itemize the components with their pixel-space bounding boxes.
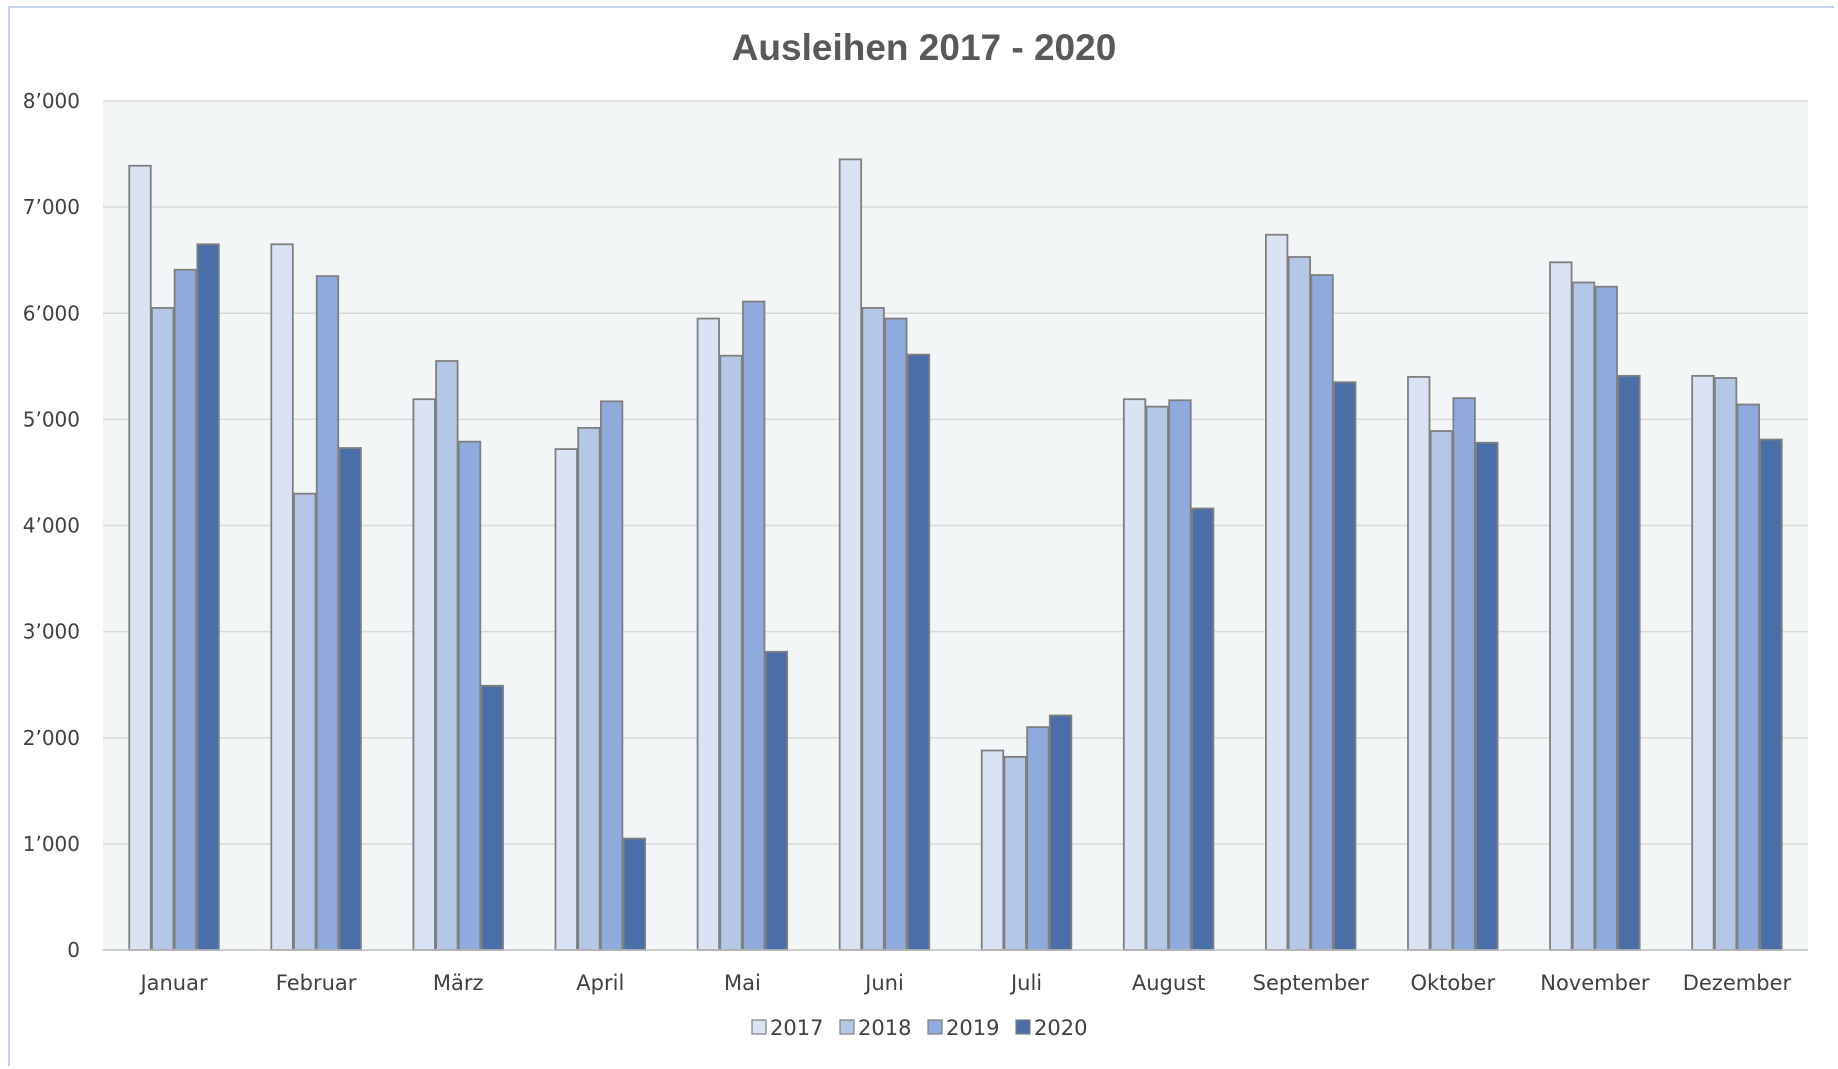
- bar-2020-september: [1333, 381, 1357, 951]
- x-tick-label: März: [433, 971, 484, 995]
- legend-swatch: [927, 1019, 943, 1035]
- x-tick-label: Juni: [863, 971, 904, 995]
- bar-2017-juli: [980, 749, 1005, 951]
- y-tick-label: 8’000: [23, 89, 80, 113]
- bar-2019-mai: [742, 300, 766, 951]
- bar-2020-juli: [1048, 714, 1073, 951]
- y-tick-label: 0: [67, 938, 80, 962]
- bar-2019-oktober: [1452, 397, 1476, 951]
- bar-2017-juni: [838, 158, 863, 951]
- bar-2018-märz: [435, 360, 459, 951]
- y-tick-label: 5’000: [23, 407, 80, 431]
- bar-2017-august: [1122, 398, 1147, 951]
- bar-2017-april: [554, 448, 578, 951]
- bar-2018-juli: [1003, 755, 1027, 951]
- bar-2020-dezember: [1759, 438, 1783, 951]
- bar-2020-august: [1191, 507, 1215, 951]
- legend-item-2017: 2017: [751, 1016, 823, 1040]
- bar-2019-märz: [457, 440, 482, 951]
- y-tick-label: 4’000: [23, 514, 80, 538]
- y-tick-label: 2’000: [23, 726, 80, 750]
- bar-2019-januar: [173, 268, 198, 951]
- x-tick-label: August: [1132, 971, 1206, 995]
- bar-2020-oktober: [1475, 441, 1499, 951]
- x-tick-label: November: [1540, 971, 1650, 995]
- bar-2019-juli: [1026, 726, 1050, 951]
- gridlines: [103, 100, 1808, 845]
- y-axis-ticks: 0 1’000 2’000 3’000 4’000 5’000 6’000 7’000 8’00…: [23, 89, 80, 962]
- legend-label: 2020: [1034, 1016, 1087, 1040]
- bar-2017-november: [1549, 261, 1573, 951]
- bar-2020-januar: [196, 243, 220, 951]
- bar-2020-juni: [906, 353, 931, 951]
- bars: [128, 158, 1783, 951]
- legend-label: 2018: [858, 1016, 911, 1040]
- y-tick-label: 1’000: [23, 832, 80, 856]
- bar-2017-januar: [128, 164, 152, 951]
- bar-2019-november: [1594, 285, 1618, 951]
- bar-2018-dezember: [1713, 377, 1738, 951]
- bar-2017-dezember: [1691, 374, 1715, 951]
- bar-2017-februar: [270, 243, 294, 951]
- x-tick-label: Mai: [724, 971, 761, 995]
- bar-2018-april: [577, 426, 601, 951]
- bar-2019-april: [599, 400, 624, 951]
- bar-2019-februar: [315, 275, 340, 951]
- legend-item-2019: 2019: [927, 1016, 999, 1040]
- legend-label: 2017: [770, 1016, 823, 1040]
- x-axis-ticks: Januar Februar März April Mai Juni Juli August S…: [138, 971, 1791, 995]
- x-tick-label: Januar: [138, 971, 208, 995]
- bar-2018-mai: [719, 354, 743, 951]
- bar-2018-januar: [151, 307, 175, 951]
- bar-2018-oktober: [1429, 430, 1454, 951]
- bar-2017-september: [1265, 233, 1289, 951]
- bar-2017-oktober: [1407, 376, 1431, 951]
- bar-2020-mai: [764, 650, 789, 951]
- bar-2018-november: [1571, 281, 1596, 951]
- x-tick-label: April: [576, 971, 624, 995]
- bar-2018-juni: [861, 307, 885, 951]
- y-tick-label: 3’000: [23, 620, 80, 644]
- legend-item-2020: 2020: [1015, 1016, 1087, 1040]
- legend-label: 2019: [946, 1016, 999, 1040]
- bar-2019-dezember: [1736, 403, 1760, 951]
- bar-2020-februar: [338, 447, 362, 951]
- legend: 2017 2018 2019 2020: [751, 1016, 1087, 1040]
- bar-2020-märz: [480, 684, 504, 951]
- legend-item-2018: 2018: [839, 1016, 911, 1040]
- bar-2019-september: [1310, 274, 1334, 951]
- legend-swatch: [839, 1019, 855, 1035]
- x-tick-label: Dezember: [1683, 971, 1792, 995]
- y-tick-label: 7’000: [23, 195, 80, 219]
- bar-2018-september: [1287, 256, 1312, 951]
- bar-2018-februar: [293, 492, 317, 951]
- bar-2018-august: [1145, 405, 1169, 951]
- chart-title: Ausleihen 2017 - 2020: [732, 27, 1117, 68]
- bar-2020-november: [1617, 374, 1641, 951]
- legend-swatch: [1015, 1019, 1031, 1035]
- bar-2017-märz: [412, 398, 436, 951]
- bar-2020-april: [622, 837, 646, 951]
- bar-2019-august: [1168, 399, 1192, 951]
- legend-swatch: [751, 1019, 767, 1035]
- bar-2017-mai: [696, 317, 720, 951]
- x-tick-label: September: [1253, 971, 1369, 995]
- x-tick-label: Februar: [276, 971, 357, 995]
- x-tick-label: Oktober: [1410, 971, 1495, 995]
- y-tick-label: 6’000: [23, 301, 80, 325]
- bar-2019-juni: [884, 317, 908, 951]
- x-tick-label: Juli: [1009, 971, 1042, 995]
